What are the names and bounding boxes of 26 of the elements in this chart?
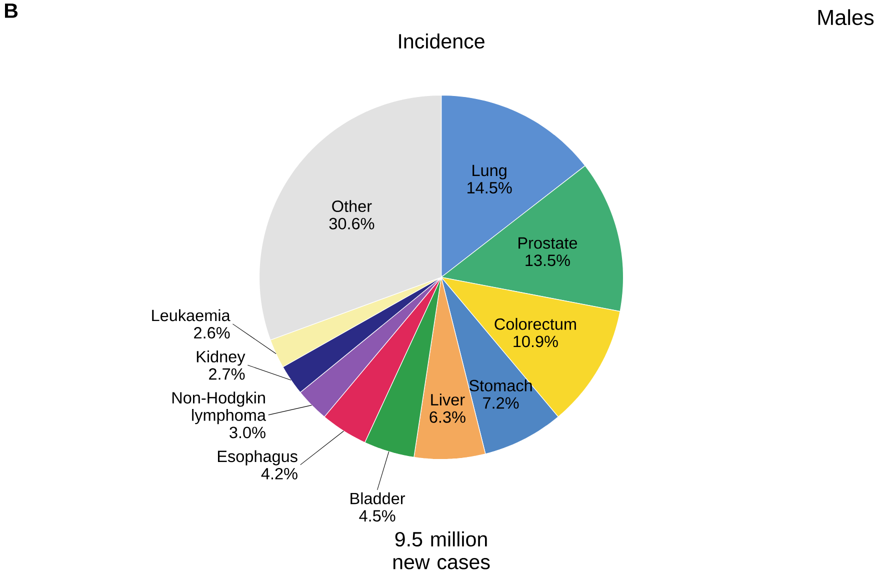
data-label: 13.5% [526,254,570,266]
data-label: 3.0% [230,426,266,438]
slice-label: Prostate [518,237,578,249]
data-label: 10.9% [514,336,558,348]
slice-label: Leukaemia [152,309,230,322]
slice-label: Non-Hodgkin lymphoma [172,392,266,424]
data-label: 4.5% [359,510,396,522]
slice-label: Lung [472,164,506,180]
data-label: 6.3% [430,411,466,423]
data-label: 14.5% [468,182,512,194]
slice-label: Bladder [350,492,406,504]
text: 9.5 million new cases [393,531,490,570]
text: B [5,4,18,18]
chart-title: Incidence [399,34,484,49]
slice-label: Kidney [196,350,246,366]
slice-label: Other [332,200,372,212]
slice-label: Colorectum [494,318,576,330]
slice-label: Stomach [469,380,532,392]
data-label: 4.2% [261,468,298,480]
data-label: 30.6% [329,218,374,230]
data-label: 2.6% [194,327,230,339]
slice-label: Esophagus [218,450,298,466]
slice-label: Liver [431,394,465,406]
data-label: 7.2% [483,397,519,409]
data-label: 2.7% [209,368,245,380]
text: Males [818,9,874,26]
